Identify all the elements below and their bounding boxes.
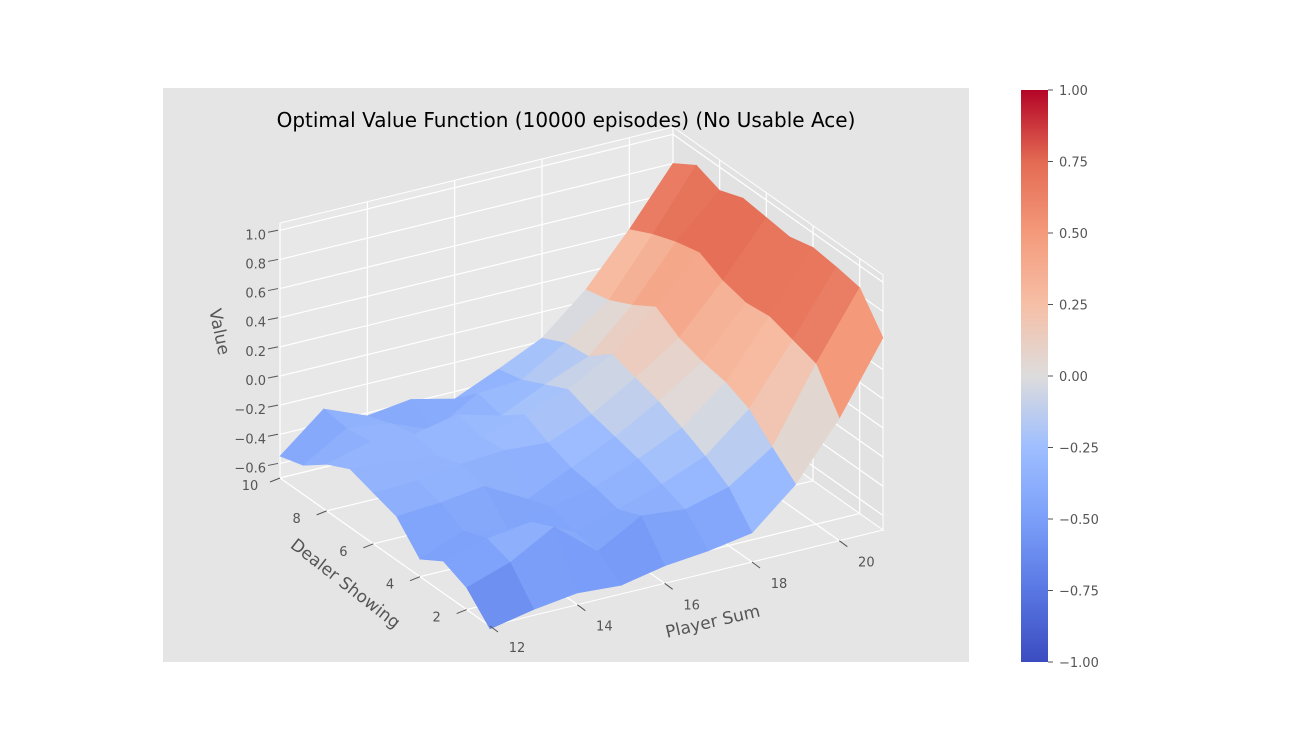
x-tick-label: 14: [596, 620, 613, 635]
x-tick-label: 12: [509, 641, 526, 656]
colorbar-tick-label: −1.00: [1059, 656, 1099, 671]
x-tick-label: 16: [683, 598, 700, 613]
y-tick-label: 4: [386, 578, 394, 593]
x-tick-label: 18: [771, 577, 788, 592]
y-tick-mark: [269, 477, 281, 483]
colorbar: [1021, 90, 1048, 662]
x-tick-mark: [577, 604, 586, 612]
y-tick-label: 2: [433, 611, 441, 626]
z-tick-mark: [267, 288, 279, 292]
colorbar-tick-label: 0.00: [1059, 370, 1088, 385]
z-tick-label: 1.0: [245, 228, 266, 243]
y-tick-label: 10: [242, 479, 259, 494]
y-tick-mark: [363, 543, 374, 549]
x-tick-mark: [489, 625, 499, 633]
surface-plot: [279, 163, 884, 630]
z-tick-mark: [267, 433, 279, 437]
floor-gridline-x: [279, 477, 491, 627]
surface-patch: [466, 562, 535, 630]
x-tick-label: 20: [858, 556, 875, 571]
z-tick-mark: [267, 404, 279, 408]
z-tick-label: 0.0: [245, 374, 266, 389]
chart-title: Optimal Value Function (10000 episodes) …: [277, 108, 856, 132]
z-tick-mark: [267, 229, 279, 233]
back-gridline-z: [279, 221, 674, 319]
axis-ticks: 12 14 16 18 20 2 4 6 8 10 −0.6 −0.4 −0.2 0.0 0.2 0.4 0.6…: [234, 228, 874, 656]
z-tick-label: −0.6: [234, 461, 266, 476]
y-tick-label: 6: [339, 545, 347, 560]
z-tick-mark: [267, 462, 279, 466]
z-tick-mark: [267, 346, 279, 350]
colorbar-tick-label: −0.50: [1059, 513, 1099, 528]
colorbar-ticks: 1.00 0.75 0.50 0.25 0.00 −0.25 −0.50 −0.75 −1.00: [1048, 84, 1099, 671]
colorbar-tick-label: 0.25: [1059, 299, 1088, 314]
colorbar-tick-label: −0.25: [1059, 442, 1099, 457]
side-gridline-z: [672, 133, 884, 283]
colorbar-tick-label: 1.00: [1059, 84, 1088, 99]
y-tick-mark: [456, 609, 467, 615]
z-tick-label: 0.6: [245, 287, 266, 302]
y-tick-label: 8: [293, 512, 301, 527]
z-tick-label: 0.4: [245, 316, 266, 331]
x-tick-mark: [751, 561, 761, 569]
colorbar-tick-label: 0.50: [1059, 227, 1088, 242]
x-tick-mark: [664, 582, 673, 590]
back-gridline-z: [279, 162, 674, 261]
colorbar-tick-label: 0.75: [1059, 156, 1088, 171]
z-tick-label: 0.2: [245, 345, 266, 360]
z-tick-label: 0.8: [245, 257, 266, 272]
y-tick-mark: [409, 576, 421, 582]
y-tick-mark: [316, 510, 327, 516]
z-tick-mark: [267, 317, 279, 321]
z-tick-label: −0.2: [234, 403, 266, 418]
z-tick-mark: [267, 375, 279, 379]
x-tick-mark: [839, 540, 848, 548]
back-gridline-z: [279, 133, 674, 231]
back-gridline-z: [279, 191, 674, 290]
z-tick-label: −0.4: [234, 432, 266, 447]
colorbar-tick-label: −0.75: [1059, 585, 1099, 600]
z-tick-mark: [267, 258, 279, 262]
